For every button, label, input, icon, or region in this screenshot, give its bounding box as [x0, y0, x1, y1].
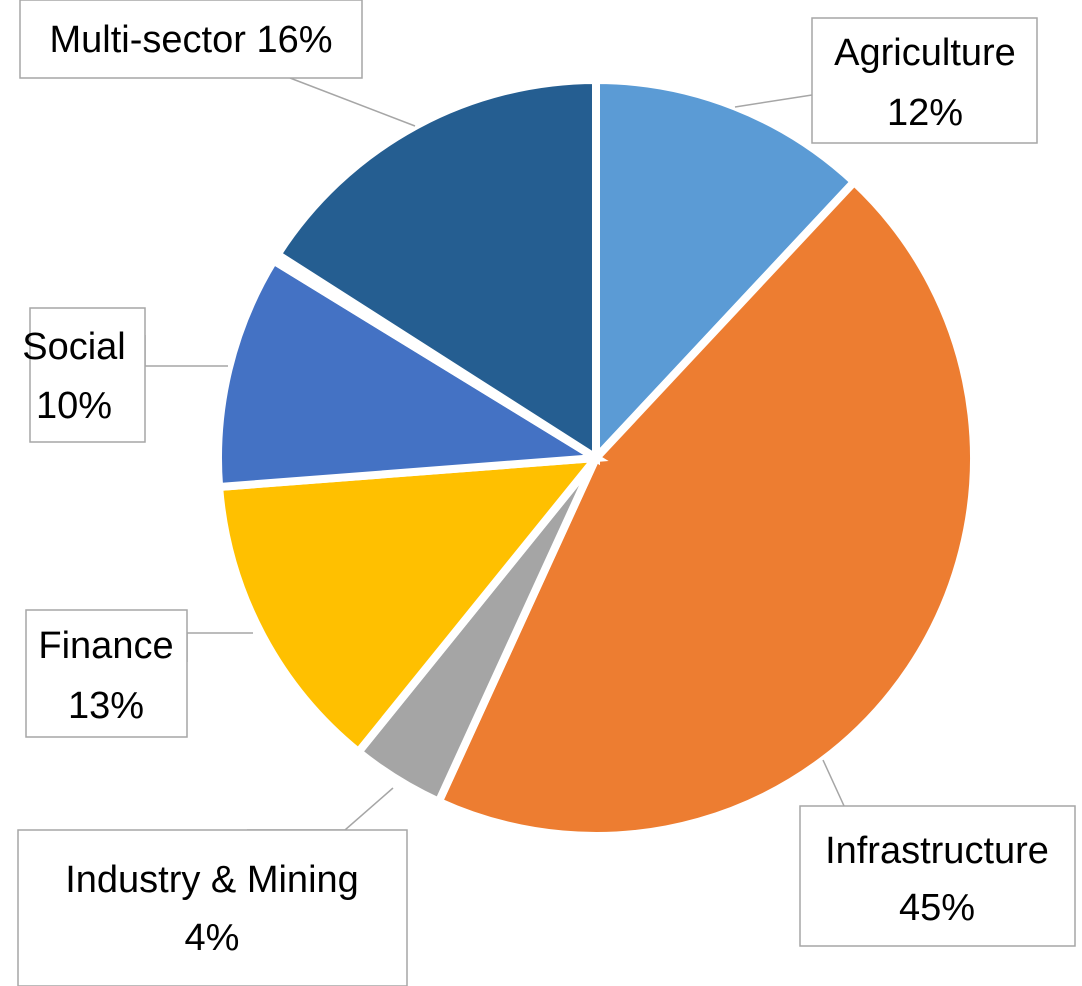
category-label: Finance — [38, 625, 173, 667]
leader-line — [186, 632, 253, 662]
value-label: 16% — [256, 19, 332, 61]
leader-line — [734, 94, 813, 108]
category-label: Infrastructure — [825, 830, 1049, 872]
category-label: Industry & Mining — [65, 859, 359, 901]
label-box — [17, 829, 408, 986]
slice-label: Multi-sector 16% — [50, 19, 333, 61]
category-label: Social — [22, 326, 126, 368]
value-label: 10% — [36, 385, 112, 427]
value-label: 4% — [185, 917, 240, 959]
leader-line — [247, 787, 394, 831]
leader-line — [289, 77, 416, 127]
pie-slice — [592, 75, 860, 469]
label-box — [799, 805, 1076, 947]
value-label: 13% — [68, 685, 144, 727]
label-box — [811, 17, 1038, 144]
value-label: 12% — [887, 92, 963, 134]
leader-line — [144, 335, 228, 367]
pie-slice — [433, 176, 978, 840]
pie-slice — [214, 453, 605, 758]
label-box — [25, 609, 188, 738]
value-label: 45% — [899, 887, 975, 929]
label-box — [19, 0, 363, 79]
leader-line — [822, 759, 915, 809]
pie-slice — [214, 255, 609, 492]
category-label: Multi-sector — [50, 19, 247, 61]
label-box — [29, 307, 146, 443]
category-label: Agriculture — [834, 32, 1016, 74]
